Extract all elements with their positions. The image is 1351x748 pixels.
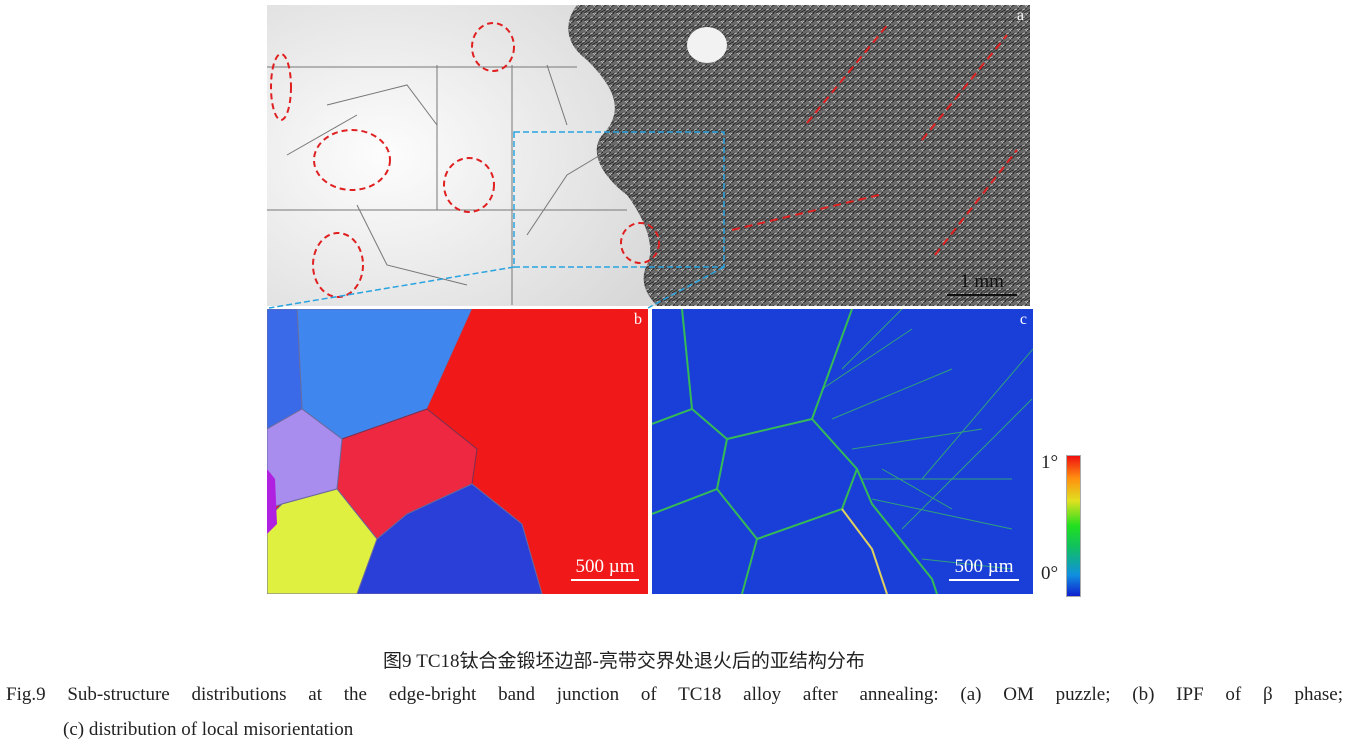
caption-english-line2: (c) distribution of local misorientation: [63, 719, 354, 740]
ipf-map: [267, 309, 648, 594]
colorbar: [1066, 455, 1081, 597]
panel-c-local-misorientation: c 500 µm: [652, 309, 1033, 594]
zoom-region-box: [513, 131, 725, 268]
colorbar-min-label: 0°: [1041, 563, 1059, 584]
scale-bar-a: 1 mm: [947, 271, 1017, 296]
panel-b-ipf-beta: b 500 µm: [267, 309, 648, 594]
panel-label-a: a: [1016, 7, 1024, 24]
annotation-ellipses: [270, 22, 660, 298]
annotation-lines: [731, 22, 1018, 256]
scale-bar-label: 1 mm: [960, 271, 1004, 292]
om-micrograph: [267, 5, 1030, 306]
scale-bar-c: 500 µm: [949, 556, 1019, 581]
panel-a-om-puzzle: a 1 mm: [267, 5, 1030, 306]
scale-bar-label: 500 µm: [954, 556, 1014, 577]
caption-english-line1: Fig.9 Sub-structure distributions at the…: [6, 684, 1343, 705]
panel-label-b: b: [634, 311, 642, 328]
misorientation-map: [652, 309, 1033, 594]
panel-label-c: c: [1019, 311, 1027, 328]
caption-chinese: 图9 TC18钛合金锻坯边部-亮带交界处退火后的亚结构分布: [383, 651, 865, 672]
scale-bar-b: 500 µm: [571, 556, 639, 581]
colorbar-max-label: 1°: [1041, 452, 1059, 473]
scale-bar-label: 500 µm: [575, 556, 635, 577]
